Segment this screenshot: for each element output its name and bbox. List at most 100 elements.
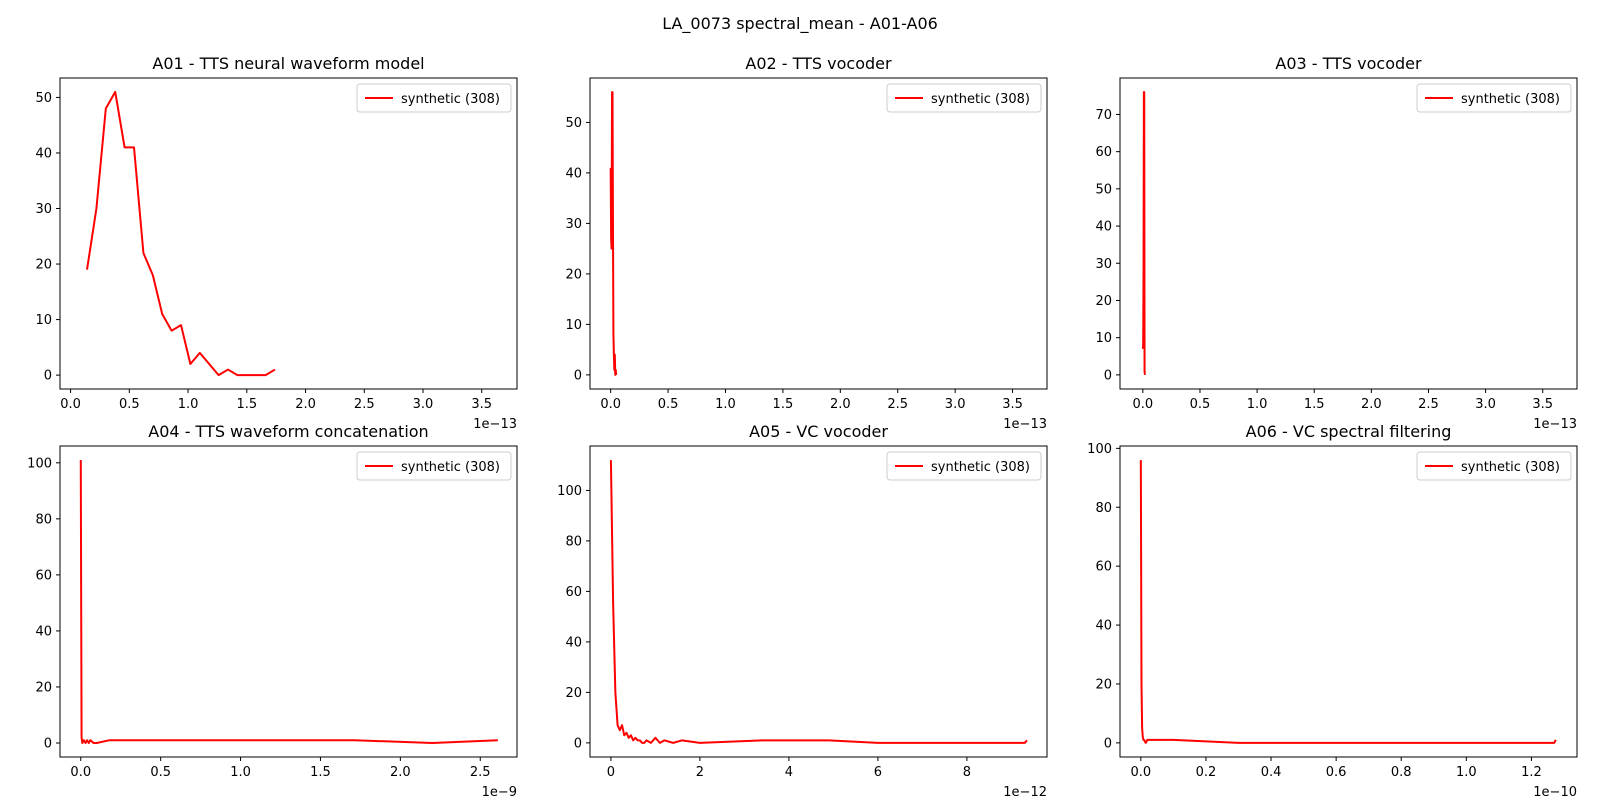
series-line [609,460,1028,744]
y-tick-label: 100 [27,456,52,471]
axes-frame [589,445,1048,758]
legend-label: synthetic (308) [931,460,1030,475]
legend-label: synthetic (308) [401,92,500,107]
axes-frame [59,445,518,758]
axes-frame [59,77,518,390]
series-line [1139,460,1557,744]
x-tick-label: 2.0 [830,397,851,412]
x-tick-label: 1.0 [1247,397,1268,412]
x-tick-label: 0.0 [1133,397,1154,412]
x-tick-label: 1.0 [230,765,251,780]
x-tick-label: 0 [607,765,615,780]
x-tick-label: 1.5 [773,397,794,412]
y-tick-label: 60 [1095,560,1112,575]
y-tick-label: 10 [1095,331,1112,346]
subplot-4: A04 - TTS waveform concatenation 0.0 0.5 1.… [27,422,518,800]
x-tick-label: 8 [963,765,971,780]
y-tick-label: 20 [565,686,582,701]
y-tick-label: 40 [565,166,582,181]
y-tick-label: 40 [1095,619,1112,634]
x-tick-label: 0.8 [1391,765,1412,780]
y-tick-label: 20 [565,267,582,282]
y-tick-label: 0 [1104,736,1112,751]
y-tick-label: 10 [565,318,582,333]
subplot-title: A03 - TTS vocoder [1275,54,1422,73]
y-tick-label: 80 [35,512,52,527]
x-tick-label: 3.5 [471,397,492,412]
x-offset-label: 1e−13 [1003,417,1047,432]
subplot-6: A06 - VC spectral filtering 0.0 0.2 0.4 0.6 0… [1087,422,1578,800]
subplot-title: A01 - TTS neural waveform model [152,54,424,73]
x-tick-label: 3.0 [945,397,966,412]
y-tick-label: 70 [1095,108,1112,123]
legend-label: synthetic (308) [1461,92,1560,107]
x-tick-label: 0.4 [1261,765,1282,780]
x-tick-label: 1.2 [1521,765,1542,780]
y-tick-label: 80 [1095,501,1112,516]
y-tick-label: 60 [565,585,582,600]
axes-frame [589,77,1048,390]
x-tick-label: 0.0 [60,397,81,412]
legend-box [356,83,512,113]
y-tick-label: 0 [574,736,582,751]
subplot-title: A02 - TTS vocoder [745,54,892,73]
y-tick-label: 0 [1104,368,1112,383]
legend: synthetic (308) [1416,83,1572,113]
x-tick-label: 2.5 [354,397,375,412]
x-tick-label: 3.5 [1532,397,1553,412]
legend-box [1416,83,1572,113]
x-tick-label: 2.5 [887,397,908,412]
axes-frame [1119,77,1578,390]
x-tick-label: 2 [696,765,704,780]
x-tick-label: 3.5 [1002,397,1023,412]
y-tick-label: 30 [1095,257,1112,272]
x-tick-label: 1.5 [310,765,331,780]
x-offset-label: 1e−10 [1533,785,1577,800]
y-tick-label: 100 [1087,442,1112,457]
legend: synthetic (308) [356,451,512,481]
y-tick-label: 60 [35,568,52,583]
y-tick-label: 50 [565,116,582,131]
legend-label: synthetic (308) [1461,460,1560,475]
y-tick-label: 40 [565,635,582,650]
legend-box [356,451,512,481]
axes-frame [1119,445,1578,758]
y-tick-label: 60 [1095,145,1112,160]
subplot-grid: A01 - TTS neural waveform model 0.0 0.5 1.0… [27,54,1578,800]
x-tick-label: 0.5 [658,397,679,412]
y-tick-label: 40 [35,624,52,639]
legend: synthetic (308) [886,451,1042,481]
x-offset-label: 1e−9 [482,785,517,800]
x-tick-label: 2.0 [295,397,316,412]
subplot-title: A05 - VC vocoder [749,422,888,441]
y-tick-label: 30 [35,202,52,217]
y-tick-label: 30 [565,217,582,232]
subplot-2: A02 - TTS vocoder 0.0 0.5 1.0 1.5 2.0 2.5 3.0 3.… [565,54,1048,432]
y-tick-label: 40 [35,146,52,161]
y-tick-label: 20 [1095,294,1112,309]
y-tick-label: 40 [1095,220,1112,235]
y-tick-label: 100 [557,484,582,499]
x-tick-label: 4 [785,765,793,780]
legend-box [886,83,1042,113]
legend: synthetic (308) [356,83,512,113]
legend-box [1416,451,1572,481]
series-line [86,90,276,377]
y-tick-label: 0 [44,736,52,751]
x-tick-label: 3.0 [1475,397,1496,412]
y-tick-label: 0 [44,369,52,384]
y-tick-label: 50 [35,91,52,106]
series-line [79,460,498,744]
x-tick-label: 0.0 [600,397,621,412]
x-tick-label: 0.0 [1130,765,1151,780]
series-line [1141,91,1146,375]
y-tick-label: 20 [1095,677,1112,692]
y-tick-label: 80 [565,534,582,549]
x-tick-label: 0.5 [150,765,171,780]
x-tick-label: 0.5 [1190,397,1211,412]
x-tick-label: 2.5 [1418,397,1439,412]
x-tick-label: 1.0 [178,397,199,412]
x-tick-label: 1.5 [236,397,257,412]
